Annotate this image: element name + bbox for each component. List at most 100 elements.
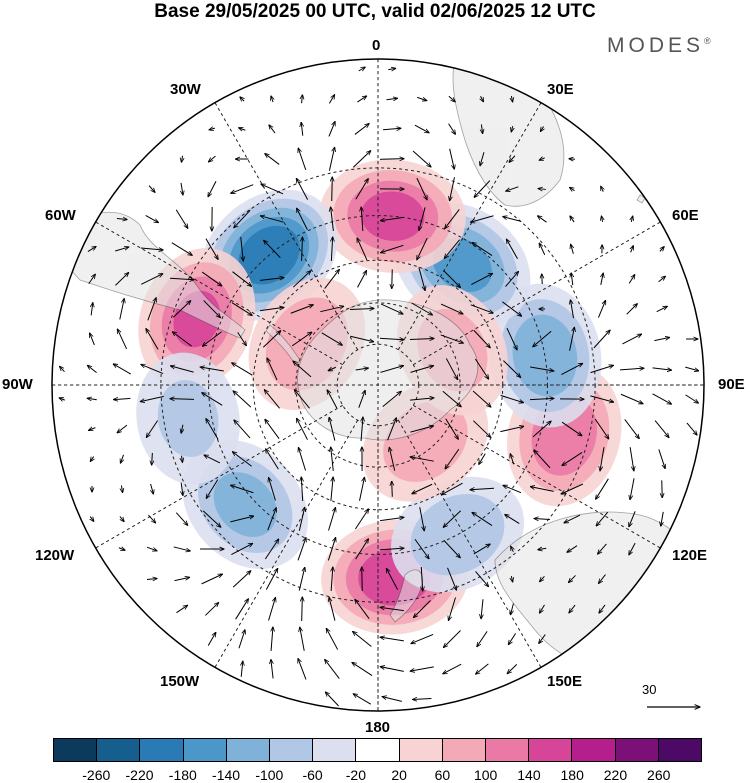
wind-vector-arrow (379, 159, 404, 160)
lon-label-120w: 120W (35, 547, 75, 564)
wind-vector-arrow (506, 327, 517, 350)
wind-vector-arrow (380, 366, 403, 373)
wind-vector-arrow (298, 507, 304, 531)
wind-vector-arrow (230, 516, 253, 523)
wind-vector-arrow (568, 575, 576, 582)
kerguelen-islands (636, 194, 646, 204)
wind-vector-arrow (200, 367, 224, 372)
wind-vector-arrow (201, 271, 222, 286)
wind-vector-arrow (355, 599, 370, 619)
wind-vector-arrow (654, 337, 669, 342)
wind-vector-arrow (652, 368, 672, 370)
wind-vector-arrow (175, 512, 187, 526)
wind-vector-arrow (629, 447, 634, 471)
brand-logo: MODES® (607, 34, 711, 57)
wind-vector-arrow (271, 96, 273, 103)
wind-vector-arrow (571, 244, 574, 254)
wind-vector-arrow (411, 302, 433, 315)
wind-vector-arrow (417, 96, 427, 100)
wind-vector-arrow (511, 575, 512, 582)
wind-vector-arrow (301, 477, 302, 502)
wind-vector-arrow (626, 304, 638, 315)
wind-vector-arrow (297, 418, 308, 440)
wind-vector-arrow (121, 485, 122, 492)
wind-vector-arrow (658, 276, 666, 283)
wind-vector-arrow (238, 630, 245, 649)
colorbar-tick-label: -220 (125, 767, 154, 783)
wind-vector-arrow (331, 447, 334, 471)
wind-vector-arrow (117, 329, 128, 350)
wind-vector-arrow (567, 545, 578, 553)
wind-vector-arrow (202, 331, 222, 347)
wind-vector-arrow (685, 366, 698, 371)
wind-vector-arrow (471, 273, 492, 285)
wind-vector-arrow (511, 95, 512, 102)
colorbar-tick-label: 140 (517, 767, 541, 783)
wind-vector-arrow (380, 216, 404, 220)
wind-vector-arrow (181, 182, 183, 195)
wind-vector-arrow (87, 365, 97, 374)
colorbar-swatch (140, 739, 184, 761)
wind-vector-arrow (231, 302, 252, 316)
wind-vector-arrow (141, 274, 163, 285)
wind-vector-arrow (59, 398, 65, 400)
colorbar-tick-label: 260 (647, 767, 671, 783)
wind-vector-arrow (571, 273, 573, 286)
wind-vector-arrow (410, 426, 433, 433)
wind-vector-arrow (265, 568, 277, 590)
wind-vector-arrow (506, 239, 518, 260)
wind-vector-arrow (302, 237, 303, 262)
wind-vector-arrow (331, 477, 333, 501)
wind-vector-arrow (445, 209, 460, 228)
colorbar-swatch (313, 739, 357, 761)
wind-vector-arrow (261, 184, 284, 195)
wind-vector-arrow (502, 301, 521, 316)
wind-vector-arrow (380, 303, 403, 314)
wind-vector-arrow (480, 152, 485, 166)
wind-vector-arrow (271, 660, 273, 679)
wind-vector-arrow (269, 125, 276, 134)
wind-vector-arrow (500, 426, 523, 433)
wind-vector-arrow (686, 422, 697, 435)
wind-vector-arrow (596, 478, 609, 499)
wind-vector-arrow (598, 543, 607, 554)
wind-vector-arrow (445, 418, 459, 439)
wind-vector-arrow (264, 539, 278, 560)
wind-vector-arrow (291, 332, 312, 347)
wind-vector-arrow (443, 630, 461, 648)
wind-vector-arrow (208, 181, 217, 196)
wind-vector-arrow (622, 334, 641, 345)
anomaly-contour (410, 493, 505, 576)
wind-vector-arrow (320, 306, 343, 313)
wind-vector-arrow (329, 417, 336, 441)
wind-vector-arrow (412, 483, 433, 494)
wind-vector-arrow (262, 331, 280, 348)
wind-vector-arrow (416, 177, 427, 200)
wind-vector-arrow (172, 332, 192, 347)
wind-vector-arrow (418, 267, 425, 290)
wind-vector-arrow (538, 189, 546, 190)
wind-vector-arrow (539, 158, 545, 160)
wind-vector-arrow (380, 517, 404, 522)
wind-vector-arrow (91, 303, 93, 316)
wind-vector-arrow (449, 148, 455, 169)
wind-vector-arrow (353, 631, 372, 647)
wind-vector-arrow (387, 418, 397, 441)
wind-vector-arrow (302, 597, 303, 622)
wind-vector-arrow (444, 239, 461, 259)
wind-vector-arrow (260, 307, 284, 312)
wind-vector-arrow (329, 597, 336, 621)
wind-vector-arrow (298, 567, 305, 591)
wind-vector-arrow (331, 567, 333, 592)
wind-vector-arrow (511, 546, 514, 552)
wind-vector-arrow (419, 507, 425, 531)
wind-vector-arrow (297, 538, 306, 561)
wind-vector-arrow (115, 273, 128, 286)
wind-vector-arrow (631, 246, 634, 253)
wind-vector-arrow (590, 395, 613, 402)
colorbar-swatch (529, 739, 573, 761)
wind-vector-arrow (202, 510, 221, 527)
wind-vector-arrow (325, 659, 340, 679)
lon-label-30w: 30W (170, 81, 201, 98)
wind-vector-arrow (472, 390, 491, 407)
